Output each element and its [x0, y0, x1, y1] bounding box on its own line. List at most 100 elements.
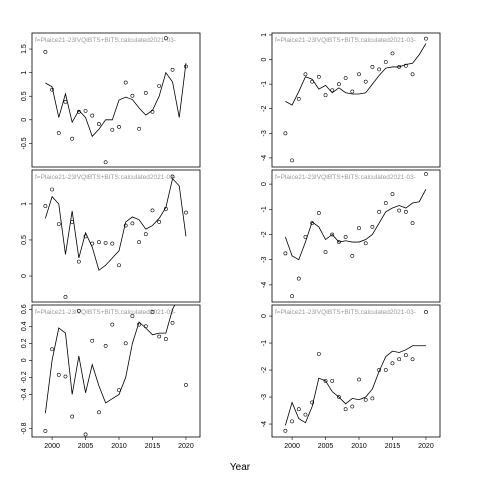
point: [184, 210, 188, 215]
point: [330, 232, 335, 237]
point: [90, 113, 95, 118]
point: [110, 241, 115, 246]
x-tick-label: 2015: [145, 443, 161, 450]
point: [76, 259, 81, 264]
fit-line: [285, 345, 426, 426]
point: [323, 250, 328, 255]
y-tick-label: 0: [21, 118, 28, 122]
y-tick-label: 0.2: [21, 338, 28, 348]
point: [397, 208, 402, 213]
point: [110, 127, 115, 132]
point: [410, 72, 415, 77]
x-tick-label: 2000: [44, 443, 60, 450]
point: [283, 131, 288, 136]
point: [157, 83, 162, 88]
point: [350, 404, 355, 409]
point: [163, 337, 168, 341]
point: [97, 410, 101, 415]
point: [56, 372, 61, 377]
point: [296, 407, 301, 412]
point: [56, 222, 61, 226]
y-tick-label: 0: [21, 274, 28, 278]
y-tick-label: -3: [261, 256, 268, 262]
point: [117, 124, 121, 129]
point: [330, 378, 335, 383]
panel-title: f=Plaice21-23IVQIBTS+BITS;calculated2021…: [275, 309, 416, 316]
y-tick-label: 0.6: [21, 304, 28, 314]
point: [303, 72, 308, 77]
y-tick-label: -0.8: [21, 422, 28, 434]
point: [383, 201, 388, 205]
y-tick-label: -1: [261, 340, 268, 346]
point: [390, 361, 395, 366]
point: [296, 276, 301, 281]
panel: f=Plaice21-23IVQIBTS+BITS;calculated2021…: [261, 32, 441, 168]
point: [170, 67, 175, 72]
point: [137, 240, 141, 245]
panel-border: [31, 304, 201, 438]
x-tick-label: 2015: [385, 443, 401, 450]
y-tick-label: 1: [21, 71, 28, 75]
y-tick-label: -3: [261, 394, 268, 400]
fit-line: [44, 305, 176, 414]
y-tick-label: 1.5: [21, 44, 28, 54]
y-tick-label: 0: [261, 58, 268, 62]
point: [290, 294, 294, 299]
fit-line: [285, 43, 427, 106]
point: [184, 64, 188, 69]
point: [163, 36, 168, 41]
point: [130, 314, 135, 318]
point: [143, 324, 148, 329]
point: [337, 395, 341, 399]
point: [110, 322, 115, 327]
point: [184, 383, 188, 387]
point: [323, 93, 328, 98]
point: [370, 225, 375, 229]
point: [63, 99, 68, 104]
point: [397, 65, 402, 69]
point: [170, 174, 175, 179]
y-tick-label: -4: [261, 282, 268, 288]
panel: f=Plaice21-23IVQIBTS+BITS;calculated2021…: [261, 169, 441, 303]
point: [117, 388, 121, 393]
point: [70, 220, 75, 224]
panel-border: [271, 304, 441, 438]
point: [403, 353, 408, 358]
panel-title: f=Plaice21-23IVQIBTS+BITS;calculated2021…: [275, 37, 416, 44]
point: [350, 254, 355, 258]
point: [383, 60, 388, 64]
x-tick-label: 2020: [418, 443, 434, 450]
x-tick-label: 2005: [78, 443, 94, 450]
y-tick-label: 0: [261, 182, 268, 186]
point: [163, 207, 168, 211]
point: [303, 412, 308, 417]
point: [56, 131, 61, 135]
point: [377, 67, 381, 72]
point: [137, 322, 141, 327]
point: [377, 368, 381, 372]
point: [283, 428, 288, 433]
point: [103, 160, 108, 165]
point: [357, 72, 361, 77]
point: [90, 241, 95, 246]
point: [123, 223, 128, 228]
point: [143, 232, 148, 237]
panel-border: [271, 169, 441, 303]
point: [43, 204, 48, 208]
point: [303, 235, 308, 239]
point: [310, 400, 315, 405]
point: [43, 429, 48, 433]
y-tick-label: -0.2: [21, 371, 28, 383]
panel-title: f=Plaice21-23IVQIBTS+BITS;calculated2021…: [275, 174, 416, 181]
point: [424, 310, 428, 314]
point: [377, 209, 381, 214]
point: [83, 432, 88, 437]
point: [137, 126, 141, 131]
point: [337, 240, 341, 244]
point: [363, 397, 368, 402]
y-tick-label: -1: [261, 81, 268, 87]
point: [296, 96, 301, 101]
point: [63, 295, 68, 299]
point: [70, 136, 75, 141]
